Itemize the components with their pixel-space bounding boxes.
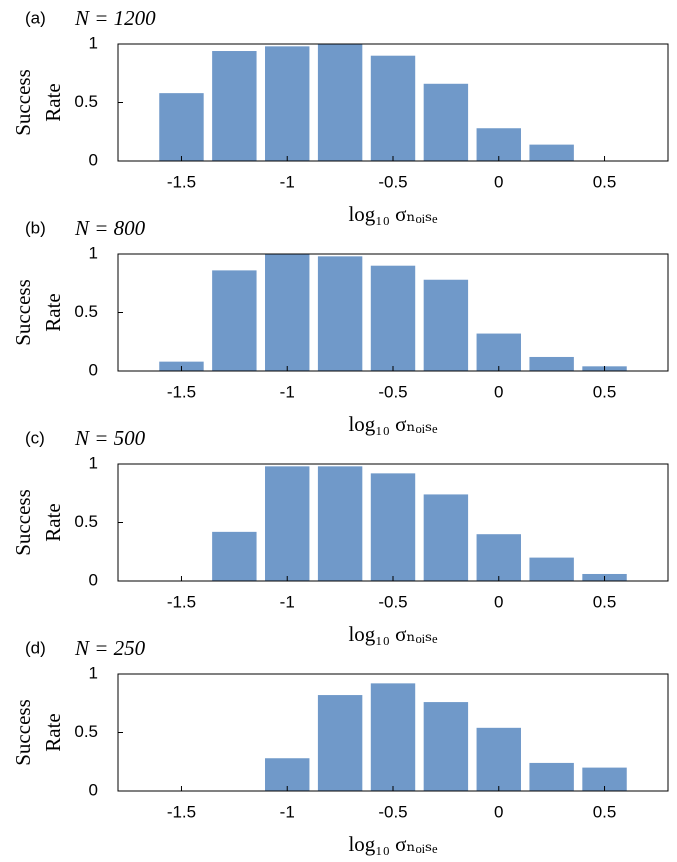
bar — [370, 55, 416, 162]
x-tick-label: 0 — [494, 802, 503, 821]
panel-label: (d) — [25, 638, 46, 657]
bar — [423, 494, 469, 581]
y-axis-label: Rate — [41, 83, 65, 121]
bar — [212, 270, 257, 371]
panel: (b) N = 800 0 0.5 1 -1.5 -1 -0.5 0 0.5 log₁₀ σₙₒᵢₛ… — [11, 216, 669, 436]
y-tick-label: 0.5 — [74, 722, 98, 741]
bar — [317, 256, 363, 371]
y-tick-label: 0.5 — [74, 512, 98, 531]
y-tick-label: 1 — [89, 243, 98, 262]
y-axis-label: Success — [11, 279, 35, 346]
bar — [476, 128, 521, 161]
x-tick-label: -1.5 — [167, 802, 196, 821]
y-tick-label: 0 — [89, 360, 98, 379]
bar — [370, 473, 416, 581]
x-tick-label: 0 — [494, 172, 503, 191]
x-tick-label: -0.5 — [378, 172, 407, 191]
x-tick-label: 0.5 — [593, 802, 617, 821]
x-tick-label: 0 — [494, 382, 503, 401]
y-axis-label: Success — [11, 69, 35, 136]
x-tick-label: -0.5 — [378, 592, 407, 611]
panel-label: (a) — [25, 8, 46, 27]
bar — [370, 265, 416, 371]
panel-label: (c) — [25, 428, 45, 447]
panel-label: (b) — [25, 218, 46, 237]
y-tick-label: 1 — [89, 663, 98, 682]
bar — [529, 762, 574, 791]
x-axis-label: log₁₀ σₙₒᵢₛₑ — [348, 412, 438, 436]
y-tick-label: 1 — [89, 33, 98, 52]
x-tick-label: 0.5 — [593, 172, 617, 191]
bar — [317, 466, 363, 581]
bar — [265, 254, 310, 371]
panel: (a) N = 1200 0 0.5 1 -1.5 -1 -0.5 0 0.5 log₁₀ σₙₒᵢ… — [11, 6, 669, 226]
bar — [212, 531, 257, 581]
y-tick-label: 0 — [89, 570, 98, 589]
chart-title: N = 500 — [74, 426, 146, 450]
chart-title: N = 800 — [74, 216, 146, 240]
bar — [265, 46, 310, 162]
x-axis-label: log₁₀ σₙₒᵢₛₑ — [348, 202, 438, 226]
bar — [476, 727, 521, 791]
y-tick-label: 0.5 — [74, 92, 98, 111]
bar — [423, 279, 469, 371]
x-tick-label: -1 — [280, 592, 295, 611]
x-tick-label: -1 — [280, 802, 295, 821]
y-tick-label: 0.5 — [74, 302, 98, 321]
panel: (d) N = 250 0 0.5 1 -1.5 -1 -0.5 0 0.5 log₁₀ σₙₒᵢₛ… — [11, 636, 669, 856]
y-axis-label: Rate — [41, 713, 65, 751]
bar — [317, 695, 363, 791]
x-tick-label: -1 — [280, 382, 295, 401]
x-axis-label: log₁₀ σₙₒᵢₛₑ — [348, 832, 438, 856]
bar — [370, 683, 416, 791]
x-tick-label: -1.5 — [167, 172, 196, 191]
y-tick-label: 0 — [89, 150, 98, 169]
x-tick-label: -1.5 — [167, 592, 196, 611]
x-tick-label: -0.5 — [378, 802, 407, 821]
chart-title: N = 250 — [74, 636, 146, 660]
bar — [582, 767, 627, 791]
bar — [265, 466, 310, 581]
bar — [529, 557, 574, 581]
y-axis-label: Success — [11, 489, 35, 556]
y-tick-label: 1 — [89, 453, 98, 472]
x-tick-label: -0.5 — [378, 382, 407, 401]
chart-title: N = 1200 — [74, 6, 156, 30]
y-tick-label: 0 — [89, 780, 98, 799]
x-axis-label: log₁₀ σₙₒᵢₛₑ — [348, 622, 438, 646]
bar — [476, 534, 521, 581]
x-tick-label: -1 — [280, 172, 295, 191]
y-axis-label: Rate — [41, 503, 65, 541]
bar — [265, 758, 310, 791]
bar — [529, 356, 574, 371]
panel: (c) N = 500 0 0.5 1 -1.5 -1 -0.5 0 0.5 log₁₀ σₙₒᵢₛ… — [11, 426, 669, 646]
x-tick-label: 0 — [494, 592, 503, 611]
x-tick-label: -1.5 — [167, 382, 196, 401]
bar — [423, 83, 469, 161]
bar — [159, 93, 204, 161]
bar — [317, 44, 363, 161]
bar — [212, 51, 257, 161]
x-tick-label: 0.5 — [593, 592, 617, 611]
bar — [423, 702, 469, 791]
bar — [476, 333, 521, 371]
y-axis-label: Rate — [41, 293, 65, 331]
bar — [529, 144, 574, 161]
x-tick-label: 0.5 — [593, 382, 617, 401]
y-axis-label: Success — [11, 699, 35, 766]
